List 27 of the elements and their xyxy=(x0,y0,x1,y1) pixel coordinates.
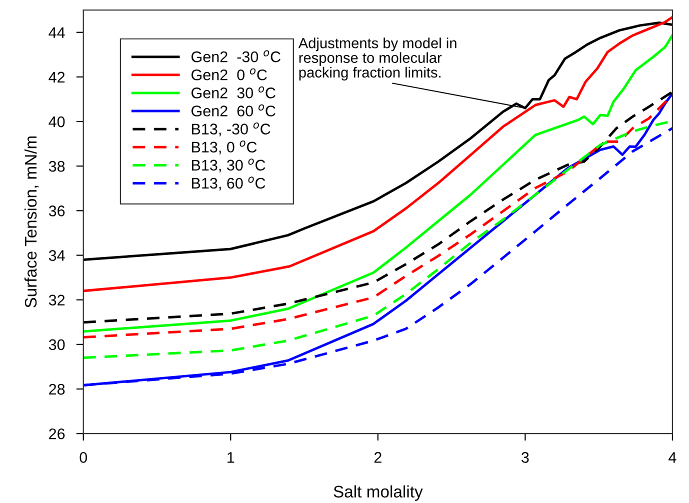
x-axis-title: Salt molality xyxy=(334,485,423,501)
legend-label: Gen2 30 $^{o}$C xyxy=(192,86,276,98)
y-tick-label: 32 xyxy=(48,294,65,306)
legend-label: Gen2 -30 $^{o}$C xyxy=(192,50,280,62)
y-tick-label: 28 xyxy=(49,384,65,395)
y-tick-label: 40 xyxy=(48,116,65,128)
y-tick-label: 36 xyxy=(48,206,65,216)
legend-label: Gen2 60 $^{o}$C xyxy=(192,104,276,116)
y-tick-label: 38 xyxy=(48,160,65,172)
x-tick-label: 3 xyxy=(522,452,529,463)
x-tick-label: 2 xyxy=(374,452,382,463)
annotation: Adjustments by model in response to molecular packing fraction limits. xyxy=(298,38,456,80)
line-series xyxy=(83,34,672,333)
x-tick-label: 1 xyxy=(228,452,234,463)
y-tick-label: 42 xyxy=(48,72,65,82)
y-tick-label: 26 xyxy=(49,428,65,440)
y-axis-title: Surface Tension, mN/m xyxy=(24,136,39,308)
x-tick-label: 0 xyxy=(80,452,88,463)
legend-label: Gen2 0 $^{o}$C xyxy=(192,68,267,80)
x-tick-label: 4 xyxy=(668,452,676,463)
y-tick-label: 44 xyxy=(48,27,65,38)
legend-label: B13, 60 $^{o}$C xyxy=(192,176,266,190)
y-tick-label: 34 xyxy=(48,250,65,261)
legend-label: B13, -30 $^{o}$C xyxy=(192,122,270,136)
legend-label: B13, 30 $^{o}$C xyxy=(192,158,266,172)
legend-label: B13, 0 $^{o}$C xyxy=(192,140,257,154)
y-tick-label: 30 xyxy=(48,339,65,350)
